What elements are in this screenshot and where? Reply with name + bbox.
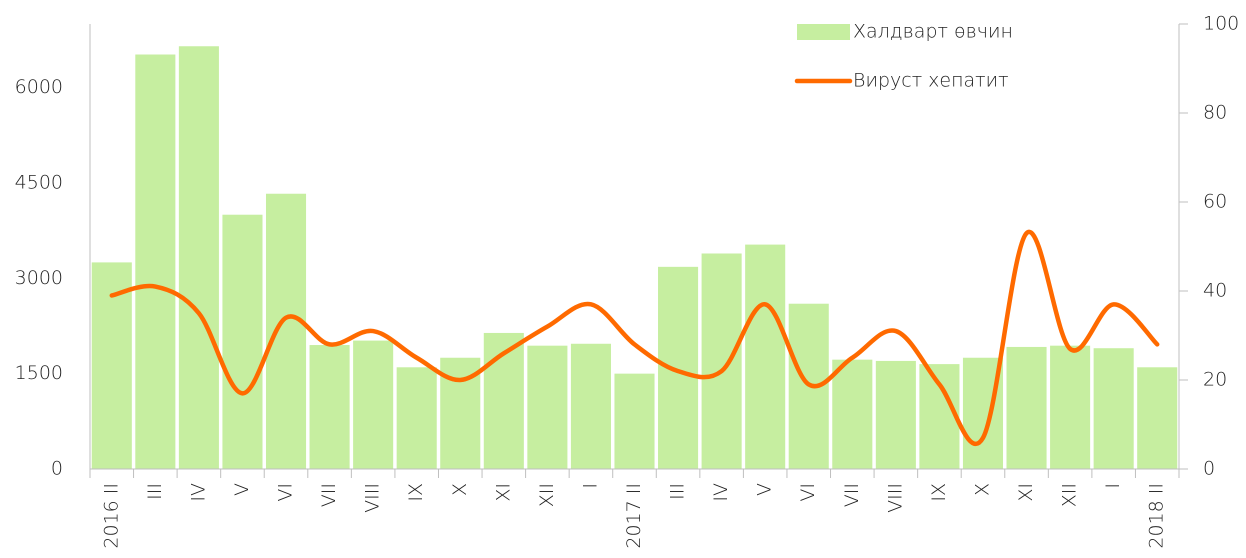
bar xyxy=(832,359,873,469)
y2-tick-label: 0 xyxy=(1203,458,1215,480)
y-tick-label: 4500 xyxy=(15,171,63,193)
x-tick-label: IV xyxy=(187,483,209,502)
x-tick-label: IV xyxy=(710,483,732,502)
x-tick-label: XI xyxy=(492,483,514,502)
x-tick-label: 2018 II xyxy=(1146,483,1168,549)
x-tick-label: V xyxy=(754,483,776,496)
x-tick-label: XI xyxy=(1015,483,1037,502)
x-tick-label: III xyxy=(144,483,166,500)
x-tick-label: VII xyxy=(318,483,340,507)
bar xyxy=(875,360,916,469)
bar xyxy=(396,367,437,469)
x-tick-label: X xyxy=(971,483,993,496)
bar xyxy=(1006,346,1047,469)
bar xyxy=(527,345,568,469)
legend-swatch xyxy=(797,24,850,40)
x-tick-label: I xyxy=(579,483,601,489)
legend-label: Халдварт өвчин xyxy=(853,21,1013,43)
x-tick-label: IX xyxy=(928,483,950,502)
x-tick-label: 2017 II xyxy=(623,483,645,549)
y2-tick-label: 80 xyxy=(1203,102,1227,124)
x-tick-label: VI xyxy=(797,483,819,502)
bar xyxy=(745,244,786,469)
x-tick-label: VIII xyxy=(362,483,384,513)
x-tick-label: X xyxy=(449,483,471,496)
y2-tick-label: 60 xyxy=(1203,191,1227,213)
y-tick-label: 1500 xyxy=(15,362,63,384)
bar xyxy=(701,253,742,469)
y-tick-label: 0 xyxy=(51,458,63,480)
x-tick-label: XII xyxy=(536,483,558,507)
y2-tick-label: 20 xyxy=(1203,369,1227,391)
bar xyxy=(353,340,394,469)
bar xyxy=(135,54,176,470)
x-tick-label: V xyxy=(231,483,253,496)
x-tick-label: VIII xyxy=(884,483,906,513)
bar xyxy=(222,214,263,469)
x-tick-label: 2016 II xyxy=(100,483,122,549)
y2-tick-label: 100 xyxy=(1203,13,1239,35)
bar xyxy=(919,364,960,469)
bar xyxy=(658,266,699,469)
bar xyxy=(614,373,655,469)
bar xyxy=(1050,345,1091,469)
y2-tick-label: 40 xyxy=(1203,280,1227,302)
bar xyxy=(309,345,350,469)
bar xyxy=(178,46,219,469)
bar xyxy=(1137,367,1178,469)
legend-label: Вируст хепатит xyxy=(853,70,1009,92)
x-tick-label: VI xyxy=(275,483,297,502)
y-tick-label: 6000 xyxy=(15,76,63,98)
bar xyxy=(1093,348,1134,469)
x-tick-label: I xyxy=(1102,483,1124,489)
bar xyxy=(570,343,611,469)
line xyxy=(109,229,1160,447)
x-tick-label: IX xyxy=(405,483,427,502)
x-tick-label: XII xyxy=(1059,483,1081,507)
x-tick-label: III xyxy=(667,483,689,500)
x-tick-label: VII xyxy=(841,483,863,507)
bar xyxy=(265,193,307,469)
y-tick-label: 3000 xyxy=(15,267,63,289)
